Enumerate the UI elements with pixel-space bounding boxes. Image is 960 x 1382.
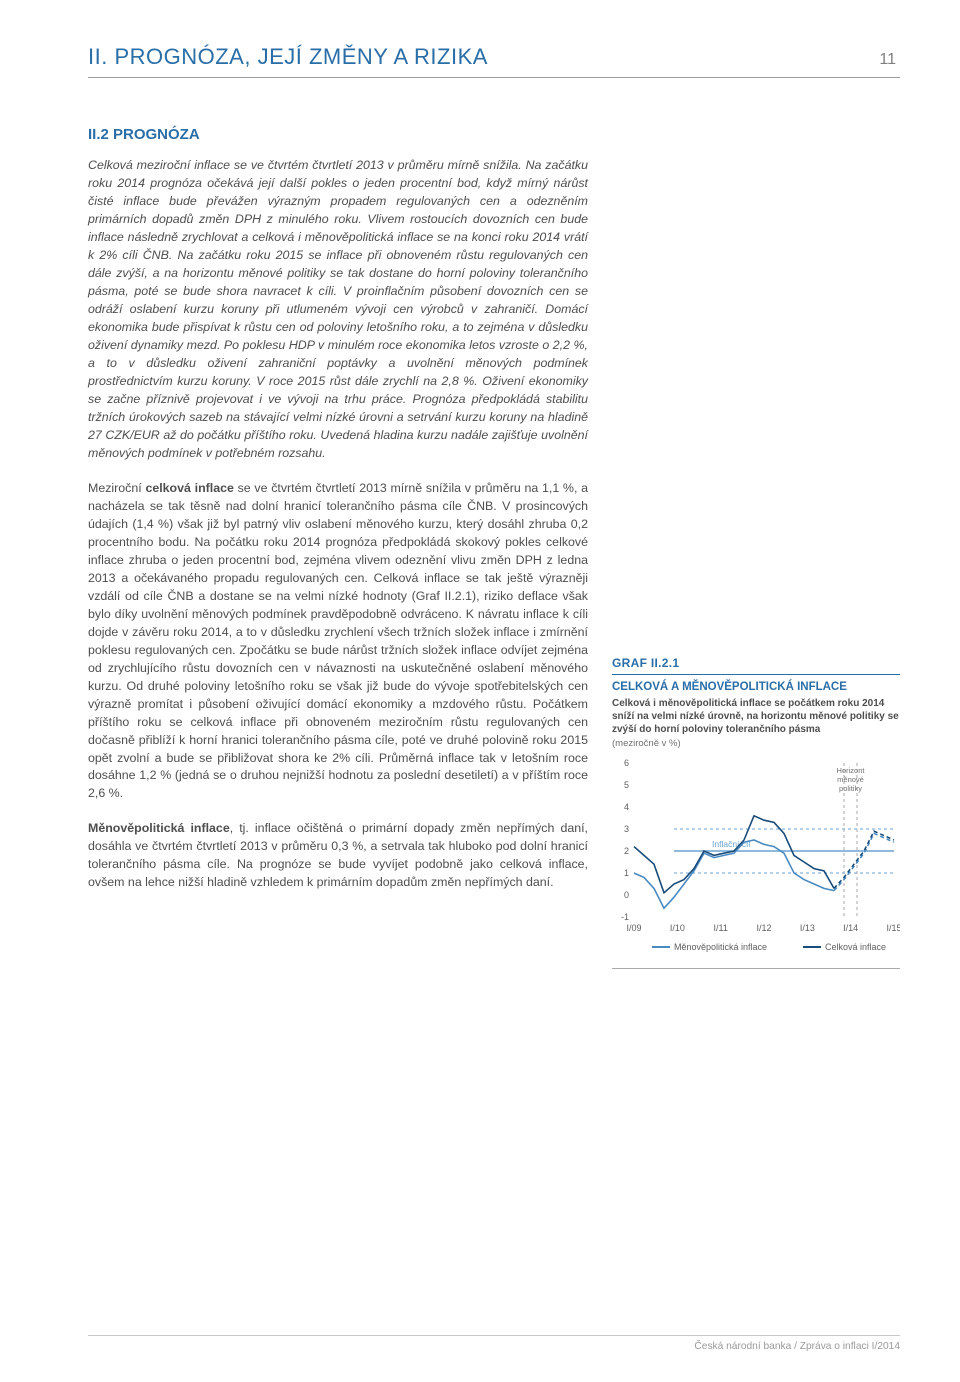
inflation-chart: -10123456Inflační cílHorizontměnovépolit… xyxy=(612,757,900,962)
page-header: II. PROGNÓZA, JEJÍ ZMĚNY A RIZIKA 11 xyxy=(88,44,900,78)
svg-text:I/12: I/12 xyxy=(756,923,771,933)
svg-text:6: 6 xyxy=(624,758,629,768)
svg-text:I/10: I/10 xyxy=(670,923,685,933)
document-page: II. PROGNÓZA, JEJÍ ZMĚNY A RIZIKA 11 II.… xyxy=(0,0,960,1382)
chart-divider xyxy=(612,674,900,675)
svg-text:měnové: měnové xyxy=(837,775,864,784)
para2-pre: Meziroční xyxy=(88,481,145,495)
svg-text:0: 0 xyxy=(624,890,629,900)
sidebar-column: GRAF II.2.1 CELKOVÁ A MĚNOVĚPOLITICKÁ IN… xyxy=(612,126,900,969)
svg-text:1: 1 xyxy=(624,868,629,878)
chart-heading: GRAF II.2.1 xyxy=(612,656,900,670)
para3-bold: Měnověpolitická inflace xyxy=(88,821,230,835)
chart-unit: (meziročně v %) xyxy=(612,738,900,749)
svg-text:politiky: politiky xyxy=(839,784,862,793)
svg-text:Měnověpolitická inflace: Měnověpolitická inflace xyxy=(674,942,767,952)
page-number: 11 xyxy=(879,51,900,69)
chart-card: GRAF II.2.1 CELKOVÁ A MĚNOVĚPOLITICKÁ IN… xyxy=(612,656,900,969)
para2-post: se ve čtvrtém čtvrtletí 2013 mírně sníži… xyxy=(88,481,588,801)
svg-text:-1: -1 xyxy=(621,912,629,922)
svg-text:3: 3 xyxy=(624,824,629,834)
svg-text:5: 5 xyxy=(624,780,629,790)
svg-text:I/13: I/13 xyxy=(800,923,815,933)
main-column: II.2 PROGNÓZA Celková meziroční inflace … xyxy=(88,126,588,969)
svg-text:I/11: I/11 xyxy=(713,923,727,933)
body-paragraph-2: Meziroční celková inflace se ve čtvrtém … xyxy=(88,480,588,804)
chart-title: CELKOVÁ A MĚNOVĚPOLITICKÁ INFLACE xyxy=(612,681,900,693)
para2-bold: celková inflace xyxy=(145,481,233,495)
subsection-heading: II.2 PROGNÓZA xyxy=(88,126,588,143)
content-area: II.2 PROGNÓZA Celková meziroční inflace … xyxy=(88,126,900,969)
page-footer: Česká národní banka / Zpráva o inflaci I… xyxy=(88,1335,900,1352)
lead-paragraph: Celková meziroční inflace se ve čtvrtém … xyxy=(88,157,588,463)
svg-text:Celková inflace: Celková inflace xyxy=(825,942,886,952)
chart-subtitle: Celková i měnověpolitická inflace se poč… xyxy=(612,698,900,736)
svg-text:4: 4 xyxy=(624,802,629,812)
section-header: II. PROGNÓZA, JEJÍ ZMĚNY A RIZIKA xyxy=(88,44,488,70)
svg-text:I/14: I/14 xyxy=(843,923,858,933)
svg-text:Horizont: Horizont xyxy=(837,766,866,775)
chart-bottom-rule xyxy=(612,968,900,969)
svg-text:I/15: I/15 xyxy=(886,923,900,933)
body-paragraph-3: Měnověpolitická inflace, tj. inflace oči… xyxy=(88,820,588,892)
svg-text:2: 2 xyxy=(624,846,629,856)
svg-text:I/09: I/09 xyxy=(626,923,641,933)
